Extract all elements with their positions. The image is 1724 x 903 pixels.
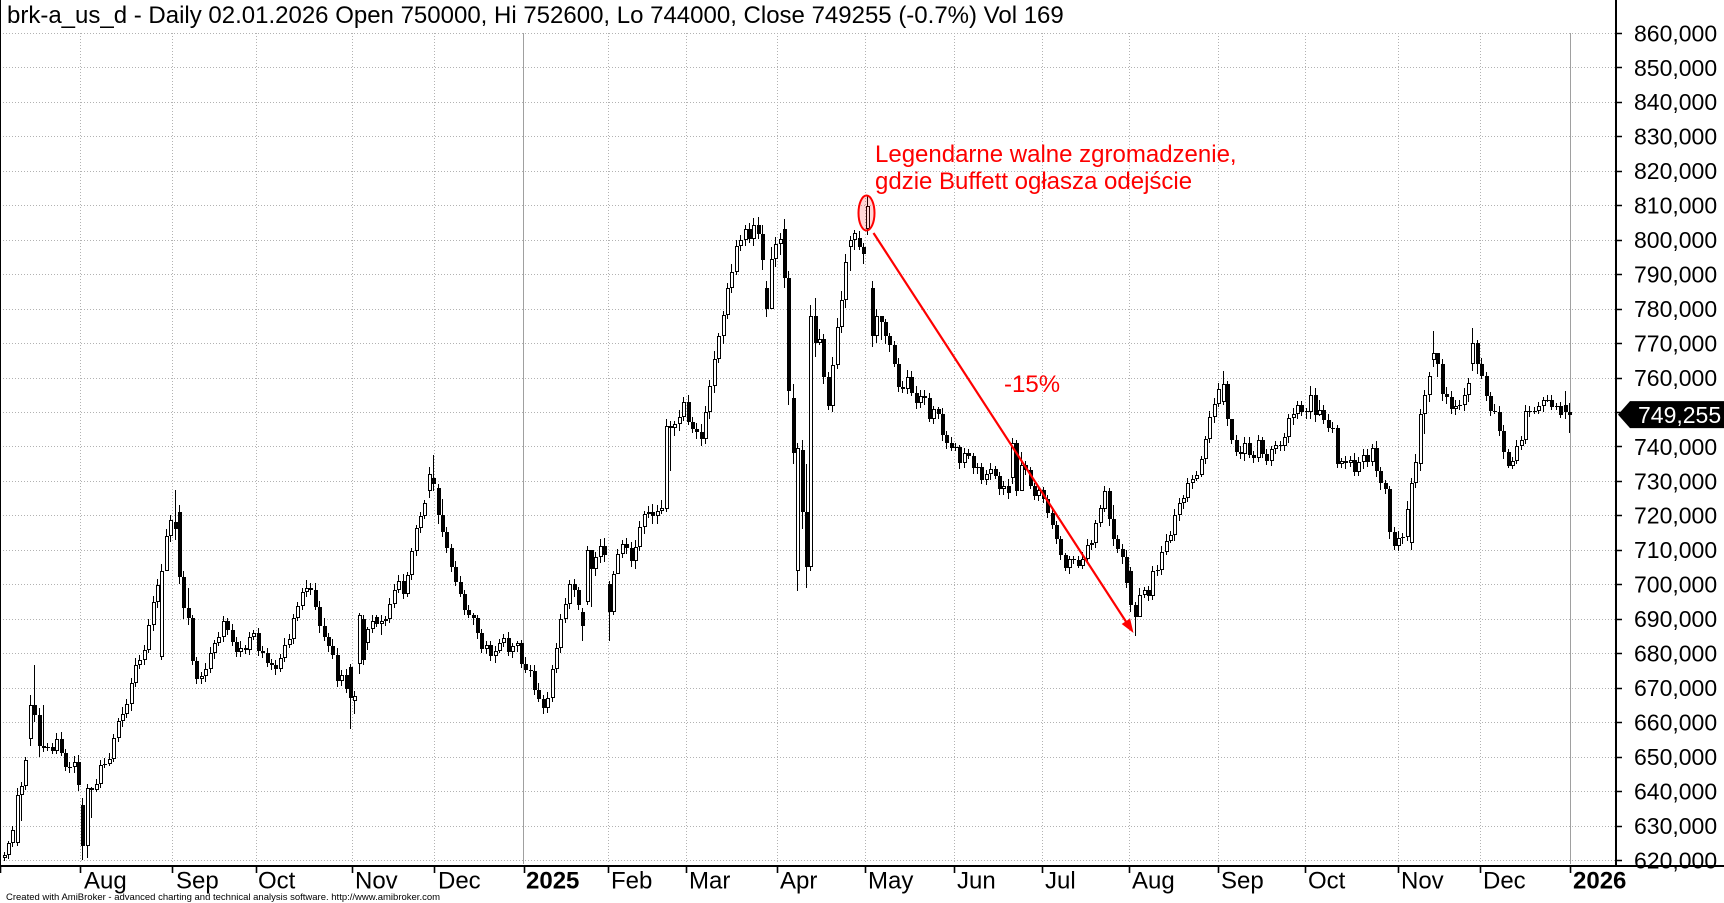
svg-text:770,000: 770,000 [1634, 330, 1717, 356]
svg-text:Dec: Dec [438, 868, 481, 895]
svg-text:Feb: Feb [611, 868, 652, 895]
svg-text:640,000: 640,000 [1634, 778, 1717, 804]
svg-text:2025: 2025 [526, 868, 579, 895]
svg-text:720,000: 720,000 [1634, 503, 1717, 529]
svg-text:Oct: Oct [258, 868, 296, 895]
svg-text:860,000: 860,000 [1634, 20, 1717, 46]
svg-text:710,000: 710,000 [1634, 537, 1717, 563]
svg-text:730,000: 730,000 [1634, 468, 1717, 494]
svg-text:680,000: 680,000 [1634, 641, 1717, 667]
svg-text:Aug: Aug [84, 868, 127, 895]
svg-text:2026: 2026 [1573, 868, 1626, 895]
svg-text:830,000: 830,000 [1634, 124, 1717, 150]
svg-text:gdzie Buffett ogłasza odejście: gdzie Buffett ogłasza odejście [875, 168, 1192, 195]
svg-text:670,000: 670,000 [1634, 675, 1717, 701]
svg-text:700,000: 700,000 [1634, 572, 1717, 598]
svg-text:brk-a_us_d - Daily 02.01.2026: brk-a_us_d - Daily 02.01.2026 Open 75000… [7, 2, 1064, 29]
svg-text:780,000: 780,000 [1634, 296, 1717, 322]
svg-text:-15%: -15% [1004, 371, 1060, 398]
svg-text:820,000: 820,000 [1634, 158, 1717, 184]
svg-text:850,000: 850,000 [1634, 55, 1717, 81]
svg-text:Dec: Dec [1483, 868, 1526, 895]
svg-text:Nov: Nov [1401, 868, 1444, 895]
svg-text:840,000: 840,000 [1634, 89, 1717, 115]
svg-text:Oct: Oct [1308, 868, 1346, 895]
svg-text:Created with AmiBroker - advan: Created with AmiBroker - advanced charti… [6, 892, 440, 903]
svg-text:May: May [868, 868, 913, 895]
svg-text:Legendarne walne zgromadzenie,: Legendarne walne zgromadzenie, [875, 141, 1237, 168]
svg-text:740,000: 740,000 [1634, 434, 1717, 460]
svg-text:Aug: Aug [1132, 868, 1175, 895]
svg-text:620,000: 620,000 [1634, 847, 1717, 873]
svg-text:Sep: Sep [176, 868, 219, 895]
svg-text:630,000: 630,000 [1634, 813, 1717, 839]
svg-text:790,000: 790,000 [1634, 262, 1717, 288]
svg-text:690,000: 690,000 [1634, 606, 1717, 632]
svg-text:660,000: 660,000 [1634, 710, 1717, 736]
svg-text:650,000: 650,000 [1634, 744, 1717, 770]
svg-text:Mar: Mar [689, 868, 730, 895]
svg-text:749,255: 749,255 [1638, 402, 1721, 428]
svg-text:Sep: Sep [1221, 868, 1264, 895]
svg-text:810,000: 810,000 [1634, 193, 1717, 219]
svg-text:Jul: Jul [1045, 868, 1076, 895]
svg-text:800,000: 800,000 [1634, 227, 1717, 253]
svg-text:760,000: 760,000 [1634, 365, 1717, 391]
svg-text:Jun: Jun [957, 868, 996, 895]
svg-text:Apr: Apr [780, 868, 817, 895]
svg-text:Nov: Nov [355, 868, 398, 895]
